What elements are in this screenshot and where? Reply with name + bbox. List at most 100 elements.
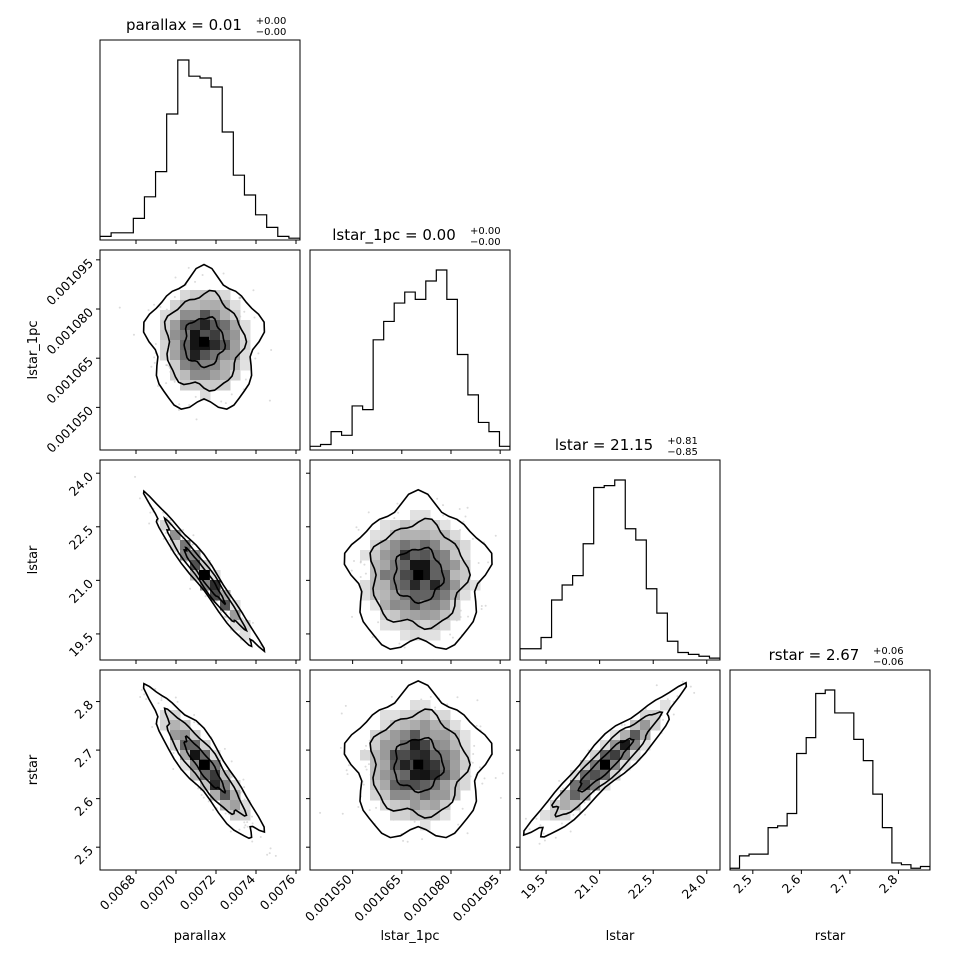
- density-cell: [430, 780, 441, 791]
- density-cell: [450, 560, 461, 571]
- scatter-point: [560, 822, 563, 825]
- scatter-point: [268, 852, 271, 855]
- density-cell: [600, 780, 611, 791]
- density-cell: [220, 290, 231, 301]
- density-cell: [220, 370, 231, 381]
- scatter-point: [477, 562, 480, 565]
- density-cell: [390, 620, 401, 631]
- density-peak: [413, 570, 424, 580]
- density-cell: [420, 760, 431, 771]
- density-cell: [430, 610, 441, 621]
- density-cell: [420, 580, 431, 591]
- scatter-point: [359, 561, 362, 564]
- density-cell: [410, 630, 421, 641]
- scatter-point: [467, 615, 470, 618]
- scatter-point: [472, 752, 475, 755]
- density-cell: [380, 790, 391, 801]
- y-tick-label: 22.5: [66, 522, 96, 552]
- scatter-point: [279, 668, 281, 670]
- density-cell: [560, 810, 571, 821]
- density-cell: [440, 790, 451, 801]
- scatter-point: [494, 534, 497, 537]
- density-cell: [210, 320, 221, 331]
- density-cell: [190, 340, 201, 351]
- scatter-point: [149, 511, 152, 514]
- scatter-point: [340, 712, 343, 715]
- density-cell: [180, 760, 191, 771]
- density-cell: [430, 520, 441, 531]
- density-cell: [180, 370, 191, 381]
- scatter-point: [513, 863, 515, 865]
- scatter-point: [364, 572, 367, 575]
- scatter-point: [178, 403, 181, 406]
- density-peak: [199, 759, 209, 770]
- density-cell: [410, 540, 421, 551]
- scatter-point: [499, 796, 502, 799]
- density-cell: [390, 540, 401, 551]
- density-cell: [400, 630, 411, 641]
- density-cell: [430, 540, 441, 551]
- scatter-point: [429, 695, 432, 698]
- scatter-point: [173, 380, 176, 383]
- scatter-point: [449, 633, 452, 636]
- scatter-point: [473, 744, 476, 747]
- scatter-point: [194, 280, 197, 283]
- scatter-point: [150, 365, 153, 368]
- density-cell: [180, 310, 191, 321]
- density-cell: [640, 720, 651, 731]
- scatter-point: [666, 698, 669, 701]
- scatter-point: [572, 813, 575, 816]
- contour-line: [142, 682, 266, 840]
- y-tick-label: 2.7: [71, 746, 96, 771]
- density-cell: [430, 760, 441, 771]
- density-cell: [170, 350, 181, 361]
- scatter-point: [132, 333, 135, 336]
- density-cell: [650, 710, 661, 721]
- density-cell: [420, 620, 431, 631]
- scatter-point: [644, 708, 647, 711]
- scatter-point: [676, 695, 679, 698]
- scatter-point: [176, 553, 179, 556]
- contour-line: [393, 736, 446, 794]
- density-cell: [390, 790, 401, 801]
- scatter-point: [587, 749, 590, 752]
- density-cell: [210, 760, 221, 771]
- scatter-point: [471, 761, 474, 764]
- density-cell: [370, 530, 381, 541]
- scatter-point: [140, 688, 143, 691]
- density-cell: [440, 800, 451, 811]
- density-cell: [430, 550, 441, 561]
- density-cell: [230, 370, 241, 381]
- density-cell: [420, 800, 431, 811]
- density-cell: [620, 730, 631, 741]
- density-cell: [390, 550, 401, 561]
- scatter-point: [191, 543, 194, 546]
- x-tick-label: 0.0076: [257, 871, 299, 913]
- density-cell: [180, 540, 191, 551]
- contour-line: [163, 516, 249, 633]
- density-cell: [220, 590, 231, 601]
- scatter-point: [466, 506, 469, 509]
- density-cell: [440, 740, 451, 751]
- scatter-point: [554, 836, 557, 839]
- scatter-point: [157, 384, 160, 387]
- density-cell: [380, 770, 391, 781]
- density-cell: [400, 710, 411, 721]
- scatter-point: [487, 561, 490, 564]
- panel-title: rstar = 2.67 +0.06−0.06: [769, 646, 904, 668]
- scatter-point: [243, 821, 246, 824]
- scatter-point: [398, 642, 401, 645]
- x-tick-label: 0.001095: [449, 872, 502, 925]
- density-cell: [180, 750, 191, 761]
- panel-title: lstar_1pc = 0.00 +0.00−0.00: [332, 226, 500, 248]
- density-cell: [420, 530, 431, 541]
- scatter-point: [148, 522, 151, 525]
- density-cell: [400, 730, 411, 741]
- contour-line: [550, 711, 664, 818]
- density-cell: [210, 380, 221, 391]
- scatter-point: [457, 823, 460, 826]
- scatter-point: [365, 744, 368, 747]
- density-cell: [570, 800, 581, 811]
- scatter-point: [364, 765, 367, 768]
